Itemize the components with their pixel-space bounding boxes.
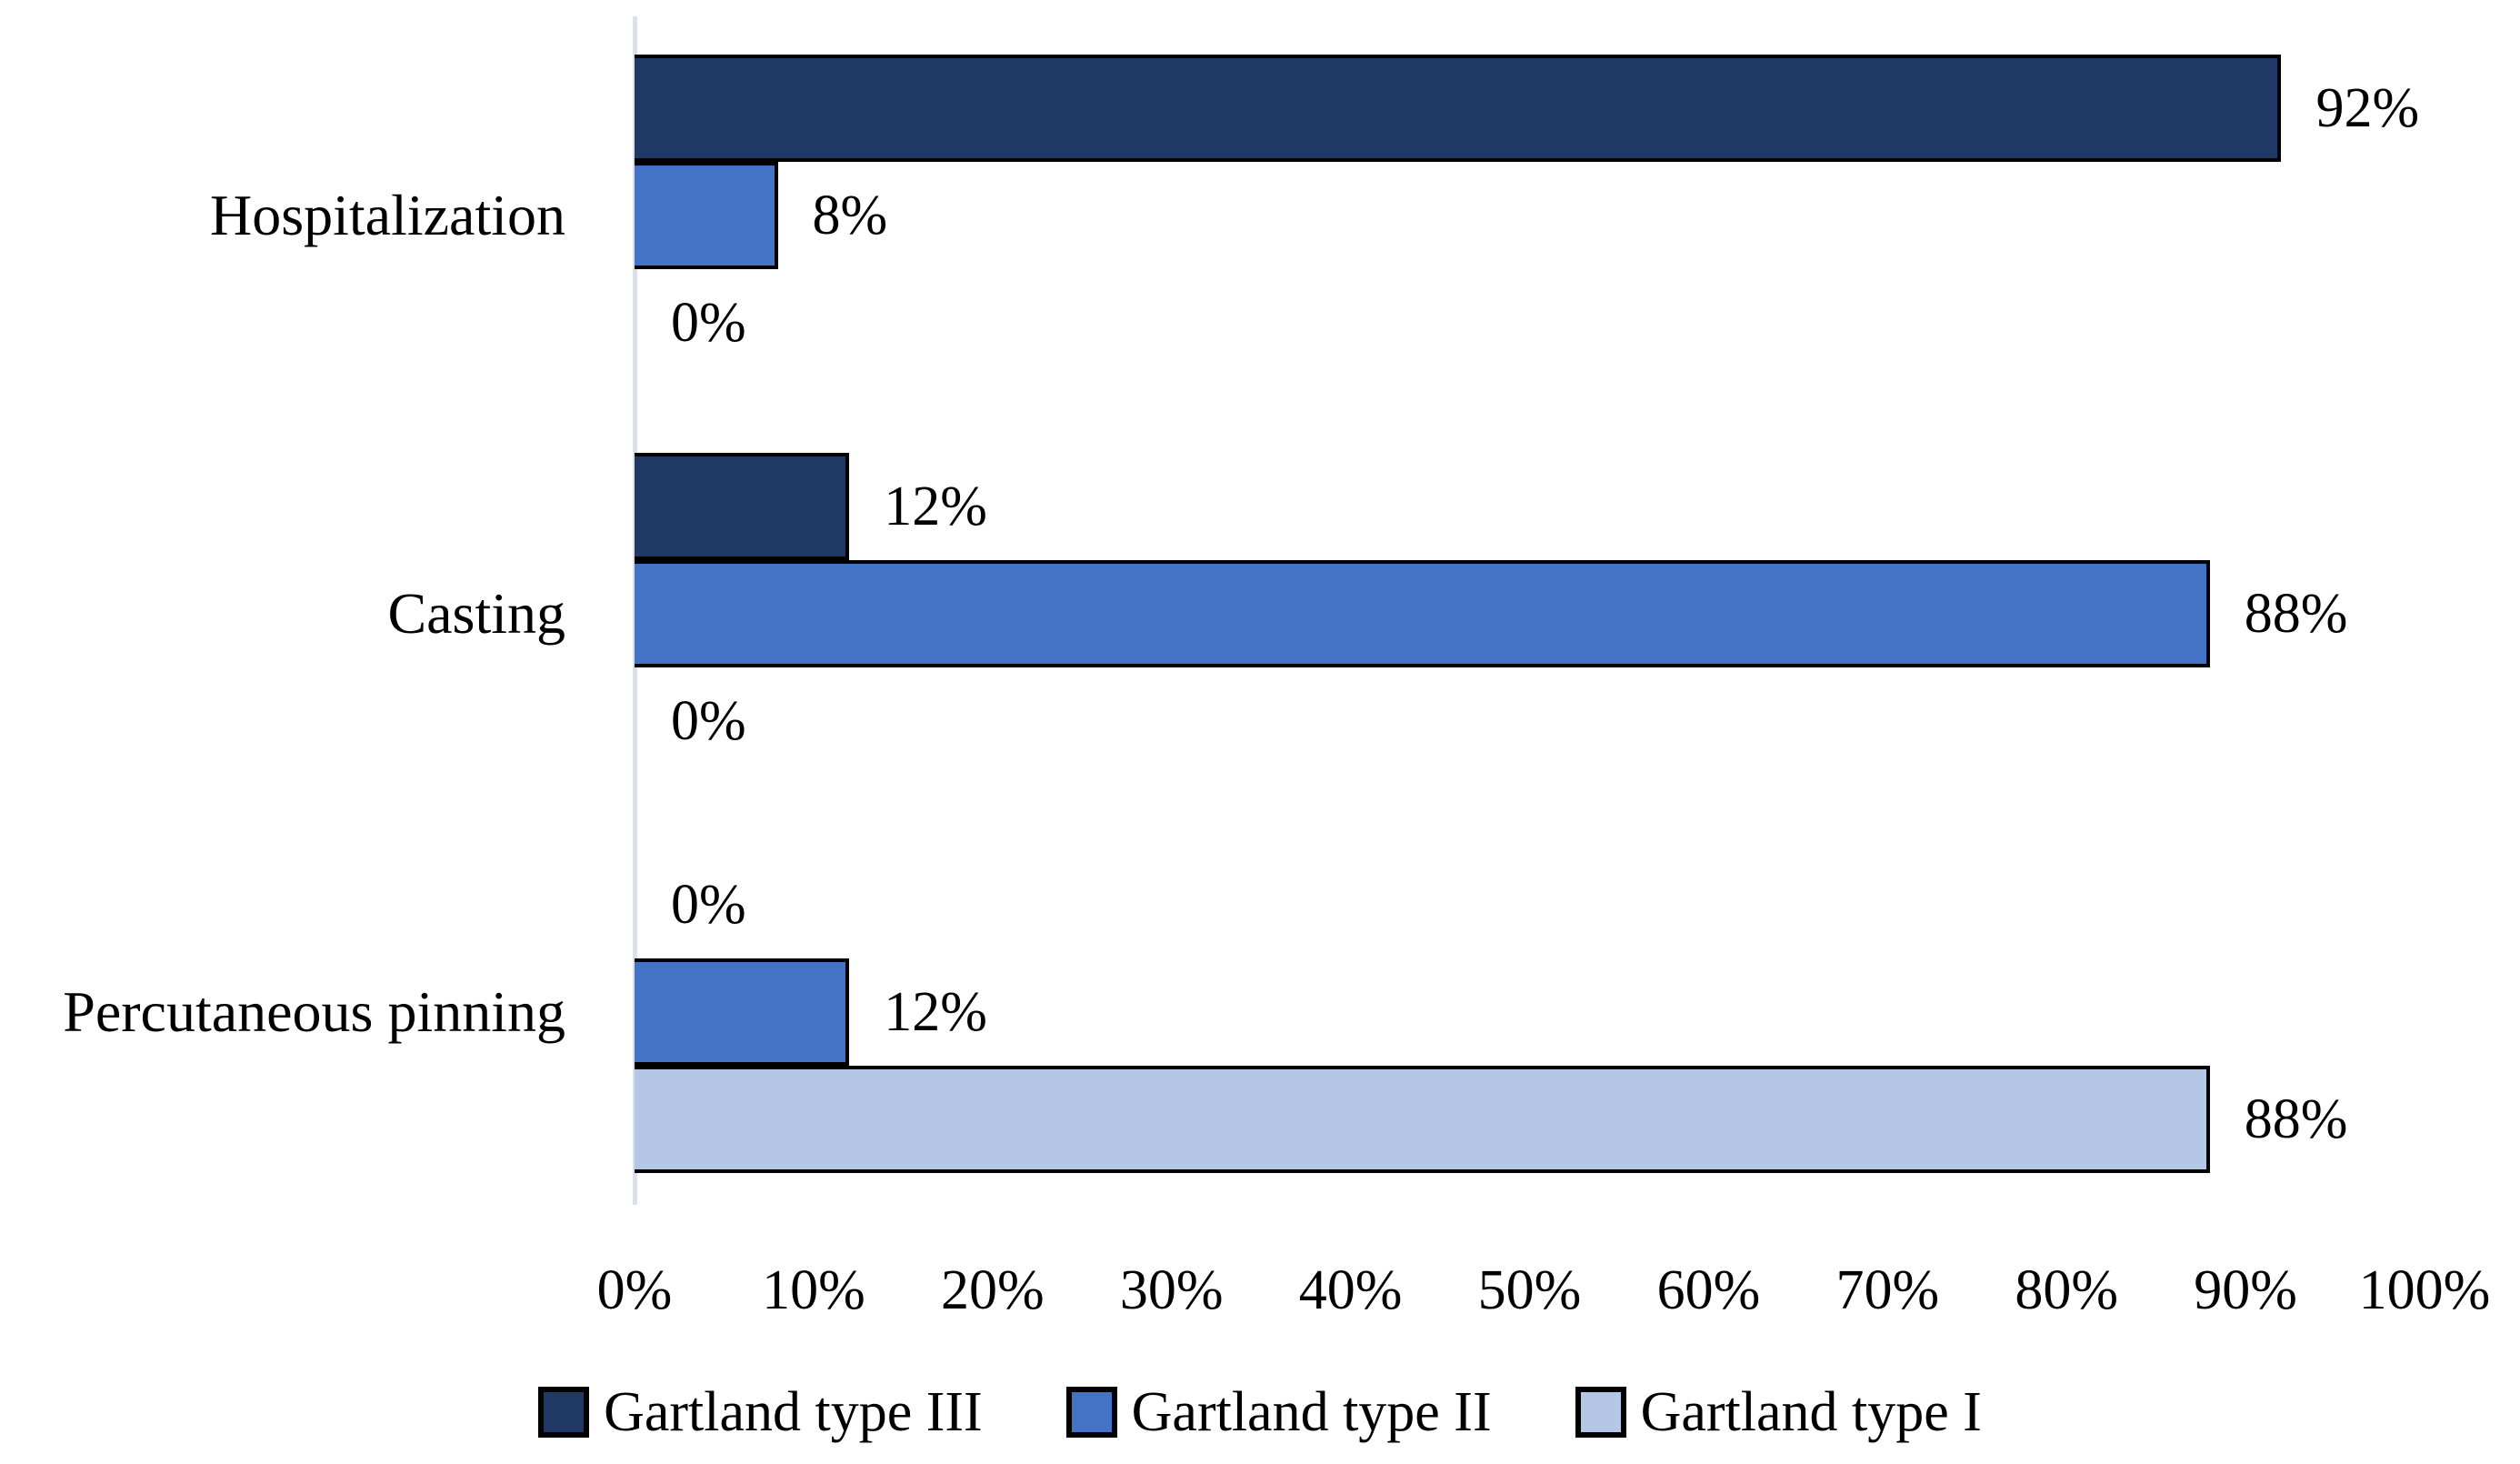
- category-axis: Hospitalization Casting Percutaneous pinni…: [0, 0, 600, 1223]
- plot-area: 92% 8% 0% 12% 88% 0% 0% 12% 88%: [635, 55, 2425, 1173]
- bar-slot: 12%: [635, 958, 2425, 1066]
- bar: [635, 453, 850, 560]
- legend-item: Gartland type III: [538, 1384, 983, 1440]
- bar-value-label: 12%: [884, 981, 987, 1043]
- bar: [635, 1066, 2210, 1173]
- bar-value-label: 0%: [671, 292, 746, 354]
- bar-value-label: 88%: [2244, 583, 2348, 645]
- bar-slot: 8%: [635, 162, 2425, 269]
- bar-value-label: 0%: [671, 690, 746, 752]
- legend-item: Gartland type I: [1575, 1384, 1982, 1440]
- bar: [635, 958, 850, 1066]
- bar-slot: 0%: [635, 851, 2425, 958]
- legend-swatch: [538, 1387, 590, 1438]
- x-tick-label: 100%: [2358, 1259, 2491, 1321]
- bar-slot: 92%: [635, 55, 2425, 162]
- bar-value-label: 12%: [884, 476, 987, 537]
- bar: [635, 162, 778, 269]
- bar-slot: 0%: [635, 269, 2425, 376]
- bar-group: 0% 12% 88%: [635, 851, 2425, 1173]
- bar: [635, 55, 2282, 162]
- legend-swatch: [1065, 1387, 1117, 1438]
- bar-group: 12% 88% 0%: [635, 453, 2425, 775]
- legend: Gartland type III Gartland type II Gartlan…: [0, 1371, 2520, 1453]
- legend-label: Gartland type III: [604, 1381, 983, 1443]
- bar-value-label: 8%: [812, 185, 888, 246]
- bar-value-label: 88%: [2244, 1088, 2348, 1150]
- x-tick-label: 10%: [762, 1259, 865, 1321]
- x-tick-label: 20%: [940, 1259, 1045, 1321]
- legend-label: Gartland type I: [1640, 1381, 1982, 1443]
- x-tick-label: 80%: [2015, 1259, 2119, 1321]
- x-tick-label: 0%: [596, 1259, 673, 1321]
- x-tick-label: 30%: [1119, 1259, 1224, 1321]
- x-tick-label: 50%: [1477, 1259, 1582, 1321]
- bar: [635, 560, 2210, 667]
- category-label: Hospitalization: [209, 182, 565, 247]
- bar-slot: 88%: [635, 1066, 2425, 1173]
- bar-slot: 12%: [635, 453, 2425, 560]
- category-label: Percutaneous pinning: [63, 978, 565, 1044]
- legend-item: Gartland type II: [1065, 1381, 1492, 1443]
- legend-label: Gartland type II: [1131, 1381, 1492, 1443]
- x-tick-label: 90%: [2194, 1259, 2297, 1321]
- x-tick-label: 40%: [1298, 1259, 1403, 1321]
- x-axis: 0% 10% 20% 30% 40% 50% 60% 70% 80% 90% 100%: [597, 1259, 2491, 1335]
- bar-value-label: 92%: [2315, 77, 2420, 139]
- legend-swatch: [1575, 1387, 1626, 1438]
- bar-value-label: 0%: [671, 874, 746, 936]
- bar-slot: 88%: [635, 560, 2425, 667]
- bar-slot: 0%: [635, 667, 2425, 775]
- category-label: Casting: [387, 580, 565, 646]
- bar-group: 92% 8% 0%: [635, 55, 2425, 376]
- x-tick-label: 70%: [1835, 1259, 1940, 1321]
- x-tick-label: 60%: [1656, 1259, 1761, 1321]
